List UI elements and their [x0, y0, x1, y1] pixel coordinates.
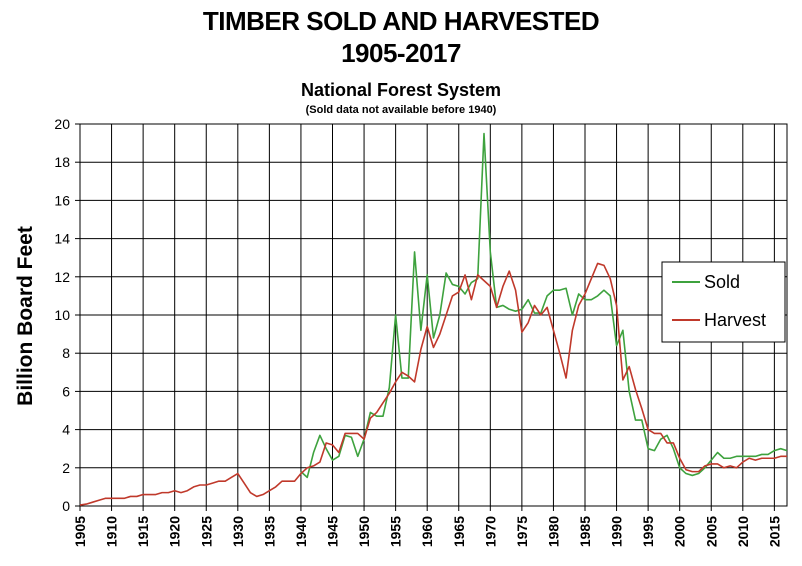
y-tick-label: 4	[62, 422, 70, 438]
x-tick-label: 1920	[167, 516, 183, 547]
x-tick-label: 1940	[293, 516, 309, 547]
x-tick-label: 1980	[545, 516, 561, 547]
y-tick-label: 10	[54, 307, 70, 323]
y-axis-label: Billion Board Feet	[14, 226, 37, 406]
x-tick-label: 1955	[388, 516, 404, 547]
x-tick-label: 1905	[72, 516, 88, 547]
y-tick-label: 18	[54, 154, 70, 170]
x-axis-ticks: 1905 1910 1915 1920 1925 1930 1935 1940 1945 1950…	[72, 506, 782, 547]
y-tick-label: 6	[62, 383, 70, 399]
legend-sold-label: Sold	[704, 272, 740, 292]
x-tick-label: 1925	[198, 516, 214, 547]
series-line-sold	[300, 132, 788, 479]
chart-title-line1: TIMBER SOLD AND HARVESTED	[202, 6, 600, 36]
chart-title-line2: 1905-2017	[341, 38, 461, 68]
legend-harvest-label: Harvest	[704, 310, 766, 330]
x-tick-label: 1915	[135, 516, 151, 547]
y-tick-label: 2	[62, 460, 70, 476]
x-tick-label: 1950	[356, 516, 372, 547]
x-tick-label: 1990	[609, 516, 625, 547]
x-tick-label: 1945	[325, 516, 341, 547]
y-tick-label: 0	[62, 498, 70, 514]
x-tick-label: 1960	[419, 516, 435, 547]
y-tick-label: 20	[54, 116, 70, 132]
x-tick-label: 2000	[672, 516, 688, 547]
x-tick-label: 1995	[640, 516, 656, 547]
y-axis-ticks: 0 2 4 6 8 10 12 14 16 18 20	[54, 116, 80, 514]
x-tick-label: 1975	[514, 516, 530, 547]
x-tick-label: 1965	[451, 516, 467, 547]
x-tick-label: 1985	[577, 516, 593, 547]
y-tick-label: 12	[54, 269, 70, 285]
x-tick-label: 2005	[703, 516, 719, 547]
chart-note: (Sold data not available before 1940)	[305, 104, 497, 116]
legend-box	[661, 261, 786, 343]
x-tick-label: 1910	[104, 516, 120, 547]
x-tick-label: 2010	[735, 516, 751, 547]
x-tick-label: 1935	[261, 516, 277, 547]
y-tick-label: 16	[54, 192, 70, 208]
x-tick-label: 1930	[230, 516, 246, 547]
series-line-harvest	[79, 262, 787, 506]
x-tick-label: 1970	[482, 516, 498, 547]
y-tick-label: 8	[62, 345, 70, 361]
series-lines	[79, 132, 788, 506]
legend: Sold Harvest	[661, 261, 786, 343]
y-tick-label: 14	[54, 231, 70, 247]
chart-subtitle: National Forest System	[300, 80, 502, 100]
x-tick-label: 2015	[766, 516, 782, 547]
